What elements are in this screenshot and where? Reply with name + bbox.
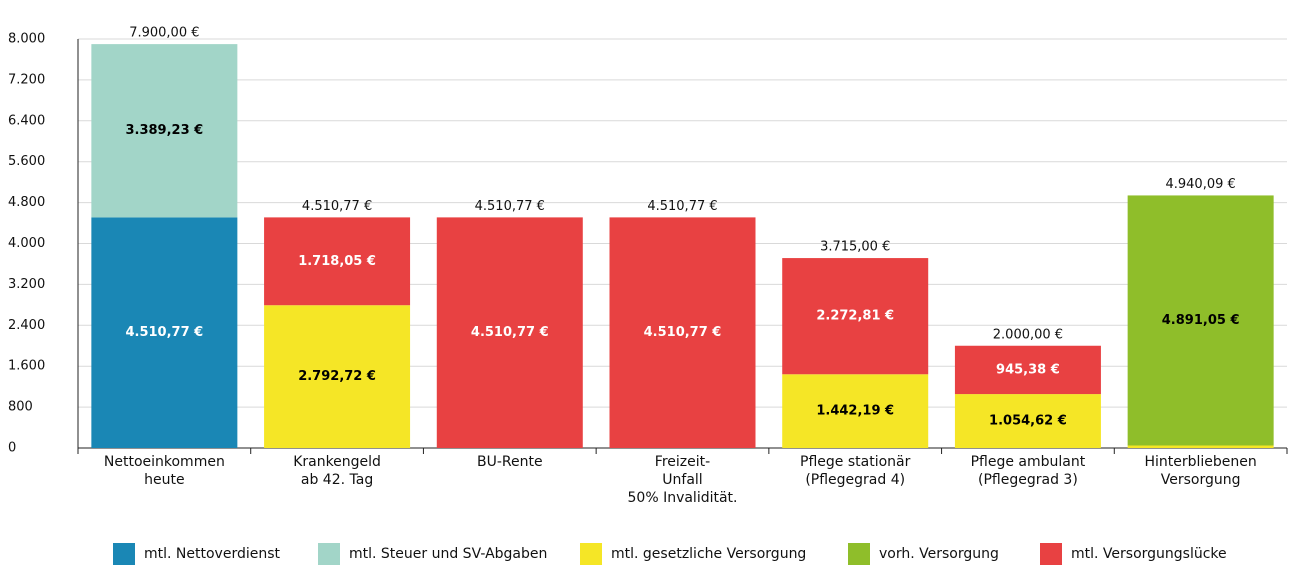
x-tick-label: Pflege stationär (Pflegegrad 4) [800,454,911,488]
y-tick-label: 4.800 [8,195,45,210]
x-tick-label: Krankengeld ab 42. Tag [293,454,381,488]
bar-segment [436,217,583,448]
bar-segment [782,258,929,375]
legend-swatch [848,543,870,565]
legend-swatch [318,543,340,565]
value-label: 1.442,19 € [816,404,894,419]
bar-segment [91,44,238,218]
x-tick-label: Pflege ambulant (Pflegegrad 3) [971,454,1086,488]
legend-label: mtl. Nettoverdienst [144,546,281,562]
bar-segment [1127,195,1274,446]
total-label: 4.510,77 € [475,199,545,214]
y-tick-label: 800 [8,400,33,415]
bar-segment [609,217,756,448]
value-label: 2.272,81 € [816,309,894,324]
value-label: 1.718,05 € [298,254,376,269]
total-label: 7.900,00 € [129,26,199,41]
legend-swatch [113,543,135,565]
y-tick-label: 2.400 [8,318,45,333]
total-label: 4.940,09 € [1165,177,1235,192]
value-label: 4.510,77 € [471,325,549,340]
x-tick-label: BU-Rente [477,454,543,470]
value-label: 4.510,77 € [125,325,203,340]
y-tick-label: 6.400 [8,113,45,128]
bar-segment [264,217,411,306]
bar-segment [782,374,929,448]
total-label: 4.510,77 € [302,199,372,214]
bar-segment [91,217,238,448]
bar-segment [1127,445,1274,448]
y-tick-label: 0 [8,441,16,456]
total-label: 4.510,77 € [647,199,717,214]
y-tick-label: 3.200 [8,277,45,292]
value-label: 4.510,77 € [644,325,722,340]
y-tick-label: 8.000 [8,32,45,47]
legend-swatch [1040,543,1062,565]
bar-segment [264,305,411,448]
legend-label: vorh. Versorgung [879,546,999,562]
value-label: 3.389,23 € [125,123,203,138]
y-tick-label: 7.200 [8,72,45,87]
total-label: 3.715,00 € [820,240,890,255]
value-label: 945,38 € [996,362,1060,377]
y-tick-label: 5.600 [8,154,45,169]
legend-swatch [580,543,602,565]
legend-label: mtl. gesetzliche Versorgung [611,546,806,562]
total-label: 2.000,00 € [993,327,1063,342]
value-label: 2.792,72 € [298,369,376,384]
x-tick-label: Hinterbliebenen Versorgung [1144,454,1256,488]
legend-label: mtl. Versorgungslücke [1071,546,1227,562]
x-tick-label: Freizeit-Unfall 50% Invalidität. [628,454,738,506]
value-label: 1.054,62 € [989,414,1067,429]
legend-label: mtl. Steuer und SV-Abgaben [349,546,547,562]
x-tick-label: Nettoeinkommen heute [104,454,225,488]
bar-segment [954,345,1101,395]
y-tick-label: 1.600 [8,359,45,374]
bar-segment [954,394,1101,448]
value-label: 4.891,05 € [1162,313,1240,328]
y-tick-label: 4.000 [8,236,45,251]
